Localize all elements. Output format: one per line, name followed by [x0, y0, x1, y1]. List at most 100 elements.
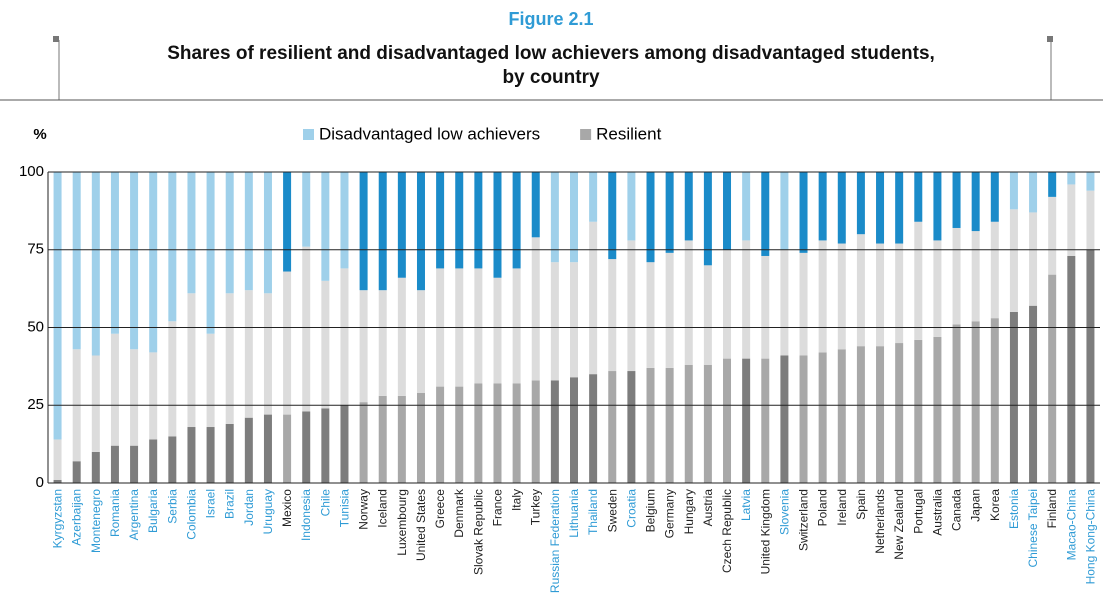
x-tick-label: Indonesia [299, 489, 313, 541]
bar-segment [416, 392, 425, 483]
bar-segment [876, 172, 885, 244]
bar-segment [684, 240, 693, 365]
bar-segment [742, 358, 751, 483]
x-tick-label: Jordan [242, 489, 256, 526]
x-tick-label: Greece [433, 489, 447, 529]
bar-segment [1029, 305, 1038, 483]
bar-segment [646, 172, 655, 263]
x-tick-label: Italy [510, 489, 524, 511]
x-tick-label: Mexico [280, 489, 294, 527]
bar-segment [110, 445, 119, 483]
x-tick-label: Sweden [605, 489, 619, 532]
x-tick-label: Estonia [1007, 489, 1021, 529]
bar-segment [187, 293, 196, 428]
bar-segment [225, 172, 234, 294]
bar-segment [723, 172, 732, 250]
bar-segment [283, 172, 292, 272]
bar-segment [72, 461, 81, 483]
x-tick-label: Montenegro [89, 489, 103, 553]
bar-segment [283, 414, 292, 483]
bar-segment [1086, 190, 1095, 250]
bar-segment [397, 277, 406, 396]
x-tick-label: Luxembourg [395, 489, 409, 556]
bar-segment [91, 172, 100, 356]
bar-segment [53, 479, 62, 483]
bar-segment [263, 293, 272, 415]
x-tick-label: Thailand [586, 489, 600, 535]
bar-segment [1009, 311, 1018, 483]
bar-segment [474, 172, 483, 269]
bar-segment [244, 172, 253, 291]
bar-segment [1029, 212, 1038, 306]
bar-segment [914, 221, 923, 340]
bar-segment [952, 324, 961, 483]
y-tick-label: 0 [36, 474, 44, 491]
bar-segment [1067, 172, 1076, 185]
x-tick-label: Bulgaria [146, 489, 160, 533]
bar-segment [837, 243, 846, 350]
bar-segment [244, 417, 253, 483]
bar-segment [1048, 196, 1057, 275]
bar-segment [512, 268, 521, 384]
x-tick-label: United States [414, 489, 428, 561]
bar-segment [397, 172, 406, 278]
bar-segment [149, 439, 158, 483]
bar-segment [914, 172, 923, 222]
bar-segment [646, 262, 655, 368]
bar-segment [761, 255, 770, 359]
bar-segment [742, 240, 751, 359]
y-tick-label: 50 [27, 318, 44, 335]
bar-segment [971, 172, 980, 232]
x-tick-label: Uruguay [261, 489, 275, 534]
bar-segment [302, 411, 311, 483]
bar-segment [1048, 274, 1057, 483]
bar-segment [263, 172, 272, 294]
bar-segment [608, 172, 617, 260]
bar-segment [990, 221, 999, 319]
bar-segment [130, 349, 139, 446]
frame-corner [53, 36, 59, 42]
bar-segment [1086, 249, 1095, 483]
y-tick-label: 25 [27, 396, 44, 413]
bar-segment [1029, 172, 1038, 213]
x-tick-label: Romania [108, 489, 122, 537]
bar-segment [952, 172, 961, 228]
bar-segment [723, 249, 732, 359]
bar-segment [570, 172, 578, 263]
bar-segment [302, 172, 311, 247]
bar-segment [1009, 172, 1018, 210]
bar-segment [990, 318, 999, 483]
bar-segment [378, 172, 387, 291]
x-tick-label: Ireland [835, 489, 849, 526]
x-tick-label: Latvia [739, 489, 753, 521]
bar-segment [110, 172, 119, 334]
bar-segment [416, 290, 425, 393]
x-tick-label: Macao-China [1064, 489, 1078, 561]
bar-segment [703, 265, 712, 365]
bar-segment [110, 333, 119, 446]
bar-segment [436, 172, 445, 269]
x-tick-label: Kyrgyzstan [51, 489, 65, 548]
bar-segment [531, 380, 540, 483]
bar-segment [837, 172, 846, 244]
bar-segment [149, 172, 158, 353]
bar-segment [1048, 172, 1057, 197]
bar-segment [283, 271, 292, 415]
bar-segment [589, 172, 598, 222]
bar-segment [72, 172, 81, 350]
bar-segment [1067, 255, 1076, 483]
bar-segment [665, 367, 674, 483]
bar-segment [665, 252, 674, 368]
bar-segment [570, 262, 578, 378]
bar-segment [359, 402, 368, 483]
bar-segment [149, 352, 158, 440]
x-tick-label: Canada [950, 489, 964, 531]
bar-segment [340, 405, 349, 483]
bar-segment [550, 172, 559, 263]
bar-segment [608, 371, 617, 483]
x-tick-label: Russian Federation [548, 489, 562, 593]
bar-segment [206, 333, 215, 428]
legend-swatch [303, 129, 314, 140]
x-tick-label: Denmark [452, 488, 466, 538]
x-tick-label: Spain [854, 489, 868, 520]
